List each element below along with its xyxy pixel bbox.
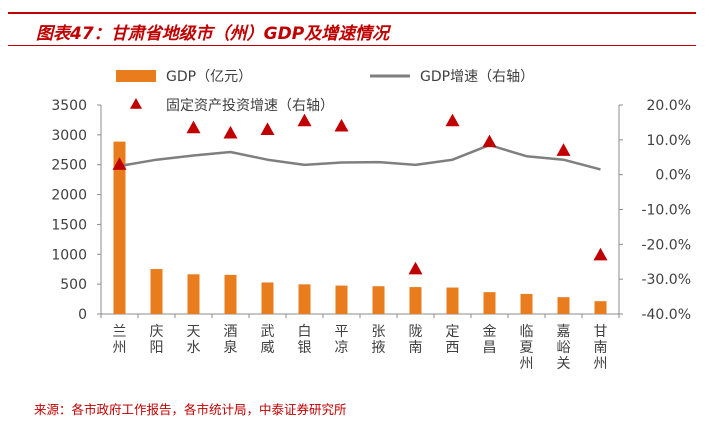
investment-growth-marker [556,143,571,156]
x-axis-category-char: 兰 [113,324,127,340]
left-axis-tick-label: 500 [60,277,87,293]
investment-growth-marker [334,118,349,132]
x-axis-category-char: 水 [187,340,201,356]
x-axis-category-char: 南 [594,340,608,356]
x-axis-category-char: 临 [520,324,534,340]
source-note: 来源：各市政府工作报告，各市统计局，中泰证券研究所 [34,402,347,417]
legend-investment-label: 固定资产投资增速（右轴） [166,98,334,114]
investment-growth-marker [223,125,238,139]
gdp-bar [298,284,311,314]
gdp-bar [187,274,200,314]
left-axis-tick-label: 1000 [51,247,87,263]
gdp-bar [224,274,237,314]
legend-gdp-growth-label: GDP增速（右轴） [420,69,534,85]
right-axis-tick-label: 0.0% [655,168,691,184]
x-axis-category-char: 关 [557,356,571,372]
right-axis-tick-label: -40.0% [641,307,691,323]
left-axis-tick-label: 3000 [51,128,87,144]
gdp-bar [150,269,163,314]
investment-growth-marker [593,247,608,261]
x-axis-category-char: 酒 [224,324,238,340]
x-axis-category-char: 凉 [335,340,349,356]
x-axis-category-char: 张 [372,324,386,340]
right-axis-tick-label: -20.0% [641,237,691,253]
x-axis-category-char: 州 [113,340,127,356]
x-axis-category-char: 州 [520,356,534,372]
gdp-growth-line [119,143,601,171]
gdp-bar [557,297,570,314]
left-axis-tick-label: 2000 [51,188,87,204]
x-axis-category-char: 天 [187,324,201,340]
left-axis-tick-label: 2500 [51,158,87,174]
x-axis-category-char: 定 [446,324,460,340]
x-axis-category-char: 白 [298,324,312,340]
x-axis-category-char: 银 [298,340,312,356]
gdp-bar [446,287,459,314]
x-axis-category-char: 金 [483,324,497,340]
left-axis-tick-label: 0 [78,307,87,323]
right-axis-tick-label: -10.0% [641,203,691,219]
investment-growth-marker [297,113,312,127]
investment-growth-marker [112,157,127,170]
x-axis-category-char: 威 [261,340,275,356]
gdp-bar [261,282,274,314]
gdp-bar [113,141,126,314]
investment-growth-marker [186,120,201,134]
gdp-bar [483,292,496,314]
investment-growth-marker [445,113,460,127]
left-axis-tick-label: 1500 [51,217,87,233]
x-axis-category-char: 陇 [409,324,423,340]
x-axis-category-char: 庆 [150,324,164,340]
x-axis-category-char: 平 [335,324,349,340]
x-axis-category-char: 嘉 [557,324,571,340]
gdp-bar [409,287,422,314]
gdp-bar [520,293,533,314]
x-axis-category-char: 掖 [372,340,386,356]
right-axis-tick-label: -30.0% [641,272,691,288]
x-axis-category-char: 夏 [520,340,534,356]
investment-growth-marker [408,261,423,275]
legend-gdp-label: GDP（亿元） [166,69,252,85]
gdp-bar [594,301,607,314]
gdp-bar [335,285,348,314]
x-axis-category-char: 峪 [557,340,571,356]
chart-title: 图表47：甘肃省地级市（州）GDP及增速情况 [36,24,390,44]
x-axis-category-char: 州 [594,356,608,372]
x-axis-category-char: 阳 [150,340,164,356]
header-top-rule [8,12,696,14]
right-axis-tick-label: 20.0% [647,98,691,114]
x-axis-category-char: 南 [409,340,423,356]
x-axis-category-char: 武 [261,324,275,340]
right-axis-tick-label: 10.0% [647,133,691,149]
left-axis-tick-label: 3500 [51,98,87,114]
x-axis-category-char: 泉 [224,339,238,356]
x-axis-category-char: 昌 [483,340,497,356]
investment-growth-marker [260,122,275,135]
header-bottom-rule [8,45,696,46]
legend-triangle-swatch [130,98,142,109]
x-axis-category-char: 甘 [594,324,608,340]
gdp-bar [372,286,385,314]
investment-growth-marker [482,134,497,148]
legend-bar-swatch [116,70,156,82]
x-axis-category-char: 西 [446,340,460,356]
